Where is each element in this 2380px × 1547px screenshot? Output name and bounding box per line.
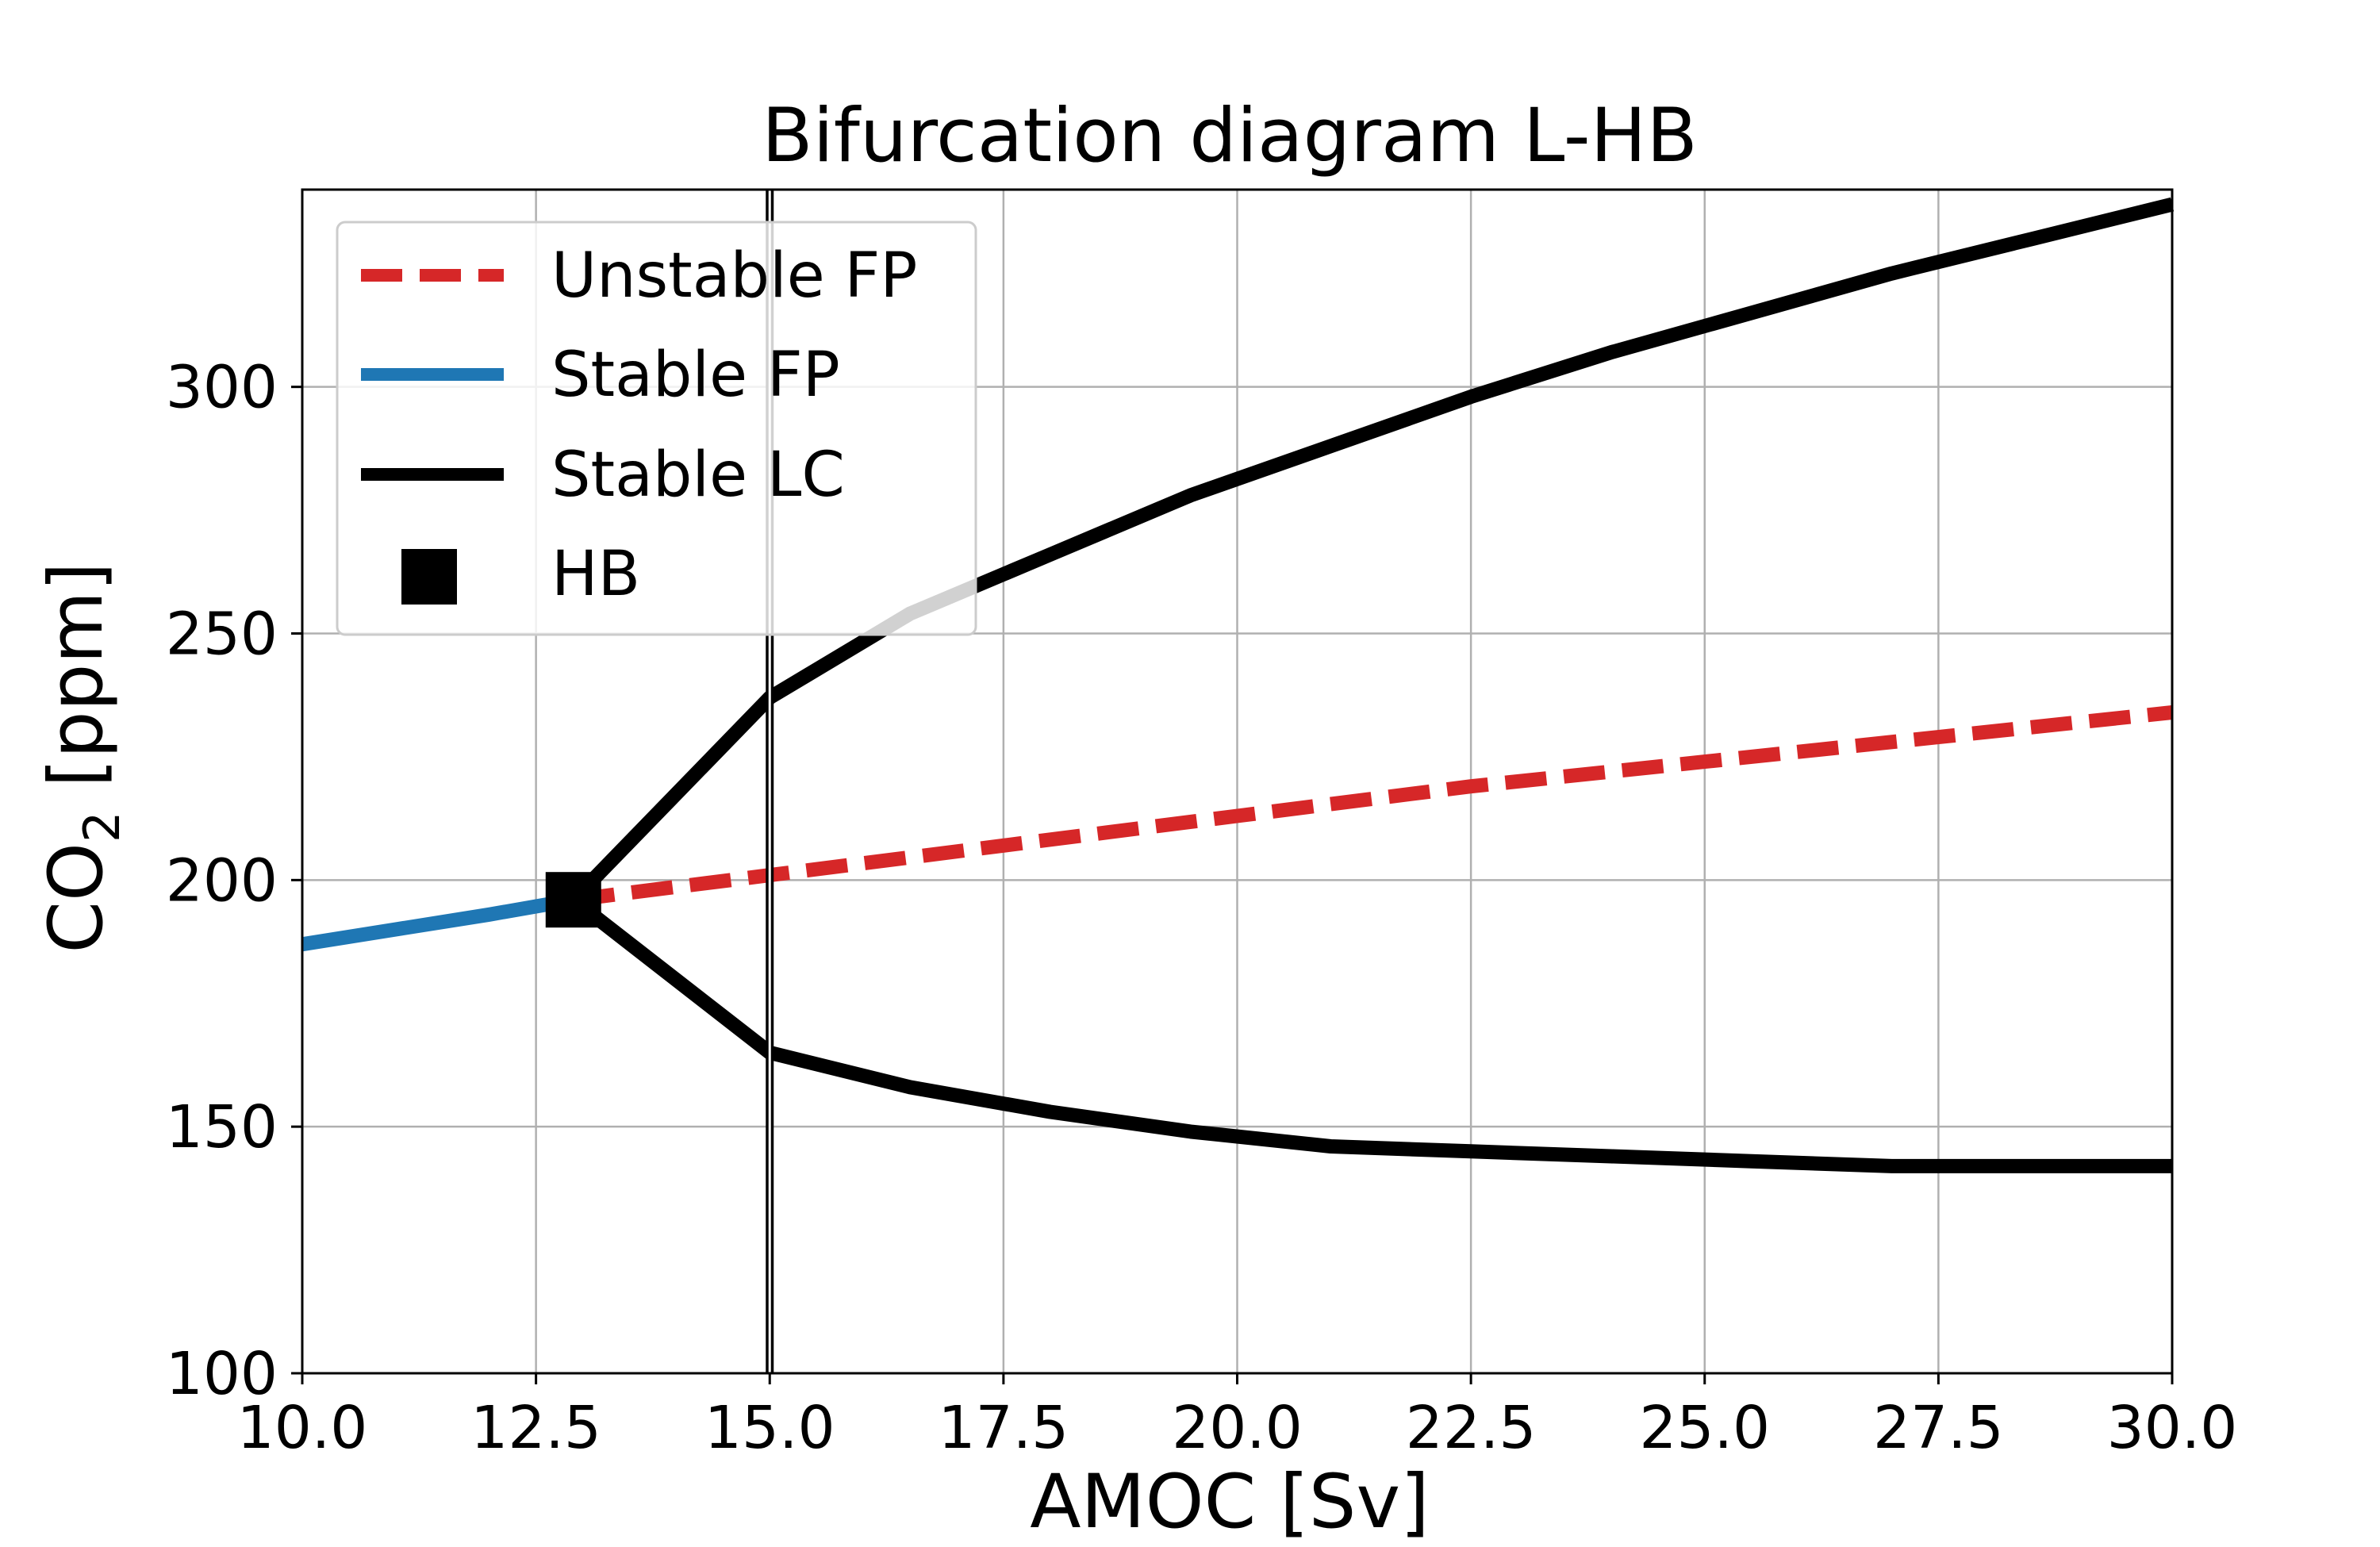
y-tick-labels: 100 150 200 250 300 [166,354,302,1408]
x-tick-label: 25.0 [1639,1394,1770,1462]
y-axis-label-prefix: CO [33,843,120,954]
legend: Unstable FP Stable FP Stable LC HB [336,221,977,636]
y-tick-label: 300 [166,354,278,422]
y-tick-label: 250 [166,601,278,669]
y-axis-label-subscript: 2 [73,812,131,843]
y-tick-label: 150 [166,1093,278,1161]
x-tick-label: 22.5 [1406,1394,1537,1462]
series-line-stable-fp [301,892,575,952]
x-axis-label: AMOC [Sv] [1030,1459,1430,1545]
legend-swatch-hb [401,549,457,605]
x-tick-label: 10.0 [237,1394,368,1462]
x-tick-label: 20.0 [1172,1394,1303,1462]
legend-label-hb: HB [551,539,640,610]
series-line-unstable-fp [572,705,2173,908]
legend-label-stable-lc: Stable LC [551,440,845,511]
y-tick-label: 100 [166,1340,278,1408]
hb-point-marker [545,872,601,928]
x-tick-label: 15.0 [704,1394,835,1462]
x-tick-label: 27.5 [1873,1394,2004,1462]
y-axis-label: CO2 [ppm] [33,562,131,953]
x-tick-label: 17.5 [938,1394,1069,1462]
legend-label-stable-fp: Stable FP [551,340,840,411]
y-axis-label-suffix: [ppm] [33,562,120,811]
hb-layer [545,872,601,928]
legend-frame [336,221,977,636]
x-tick-labels: 10.0 12.5 15.0 17.5 20.0 22.5 25.0 27.5 30.0 [237,1373,2238,1462]
legend-label-unstable-fp: Unstable FP [551,240,917,312]
series-line-stable-lc-lower [569,894,2172,1173]
x-tick-label: 30.0 [2107,1394,2238,1462]
x-tick-label: 12.5 [470,1394,601,1462]
y-tick-label: 200 [166,846,278,915]
chart-title: Bifurcation diagram L-HB [762,93,1698,179]
